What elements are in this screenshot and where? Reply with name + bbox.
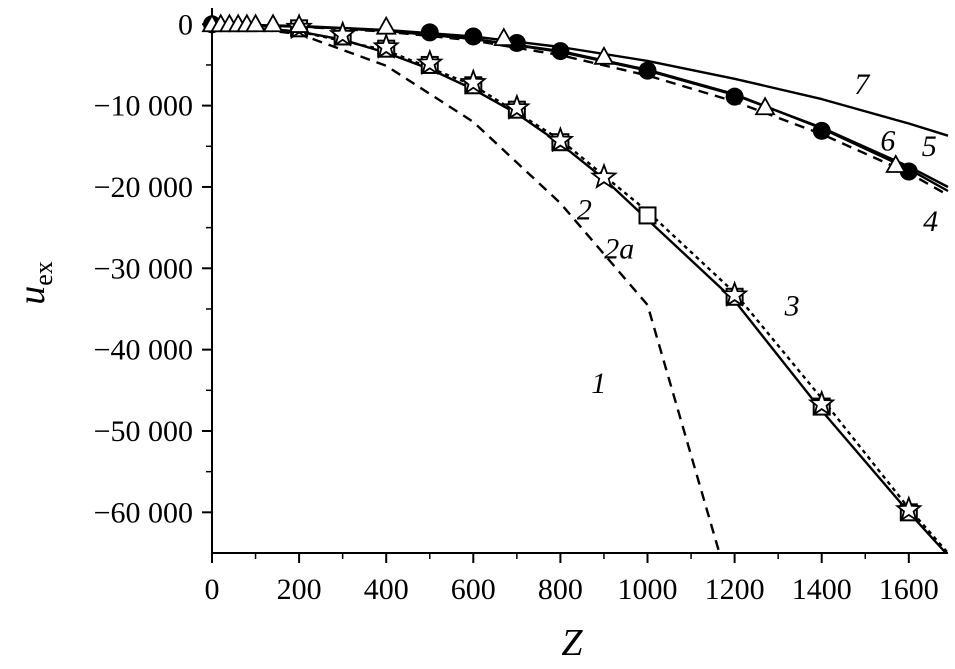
y-tick-label: 0	[178, 8, 193, 41]
circle-marker	[812, 121, 831, 140]
x-tick-label: 400	[364, 573, 409, 606]
star-marker	[502, 93, 531, 120]
triangle-marker	[885, 154, 907, 173]
y-axis-title: uex	[11, 261, 58, 305]
y-tick-label: −60 000	[94, 496, 193, 529]
series-markers	[201, 12, 923, 522]
x-tick-label: 1200	[705, 573, 765, 606]
x-tick-label: 1600	[879, 573, 939, 606]
square-marker	[638, 206, 657, 225]
curve-label-1: 1	[591, 367, 606, 400]
triangle-marker	[288, 14, 310, 33]
y-tick-label: −20 000	[94, 171, 193, 204]
triangle-marker	[754, 96, 776, 116]
star-marker	[807, 389, 836, 416]
star-marker	[328, 20, 357, 47]
x-tick-label: 1000	[618, 573, 678, 606]
series-line-5	[211, 23, 949, 189]
curve-label-2a: 2a	[604, 233, 634, 266]
circle-marker	[899, 162, 918, 181]
circle-marker	[464, 27, 483, 46]
series-lines	[211, 23, 949, 554]
star-marker	[415, 48, 444, 76]
circle-marker	[507, 33, 526, 52]
star-marker	[372, 32, 401, 59]
triangle-marker	[245, 13, 267, 33]
curve-label-7: 7	[854, 68, 871, 101]
curve-label-2: 2	[577, 193, 592, 226]
axes	[211, 8, 948, 554]
triangle-marker	[262, 13, 284, 33]
star-marker	[894, 495, 923, 522]
curve-label-3: 3	[784, 289, 800, 322]
curve-labels: 1 2 2a 3 4 567	[577, 68, 938, 400]
tick-labels: 0 200 400 600 800 1000 1200 1400 1600 0 −10 000 −20…	[94, 8, 939, 606]
circle-marker	[551, 42, 570, 61]
series-line-7	[211, 23, 949, 137]
y-tick-label: −50 000	[94, 415, 193, 448]
triangle-marker	[375, 15, 397, 35]
series-line-1	[211, 23, 721, 554]
x-axis-title: Z	[561, 622, 583, 664]
x-tick-label: 800	[538, 573, 583, 606]
y-axis-title-main: u	[11, 286, 53, 305]
triangle-marker	[493, 27, 515, 46]
curve-label-4: 4	[923, 205, 938, 238]
circle-marker	[725, 87, 744, 106]
star-marker	[590, 162, 618, 190]
y-tick-label: −10 000	[94, 90, 193, 123]
circle-marker	[638, 61, 657, 80]
series-line-4	[211, 23, 949, 197]
x-tick-label: 200	[277, 573, 322, 606]
star-marker	[720, 280, 749, 307]
curve-label-5: 5	[922, 130, 937, 163]
y-tick-label: −30 000	[94, 252, 193, 285]
x-tick-label: 1400	[792, 573, 852, 606]
triangle-marker	[593, 45, 615, 65]
star-marker	[459, 68, 488, 95]
y-tick-label: −40 000	[94, 334, 193, 367]
star-marker	[546, 125, 575, 153]
curve-label-6: 6	[880, 124, 895, 157]
tick-marks	[202, 23, 910, 563]
circle-marker	[420, 23, 439, 42]
y-axis-title-sub: ex	[29, 261, 58, 286]
x-tick-label: 0	[205, 573, 220, 606]
x-tick-label: 600	[451, 573, 496, 606]
